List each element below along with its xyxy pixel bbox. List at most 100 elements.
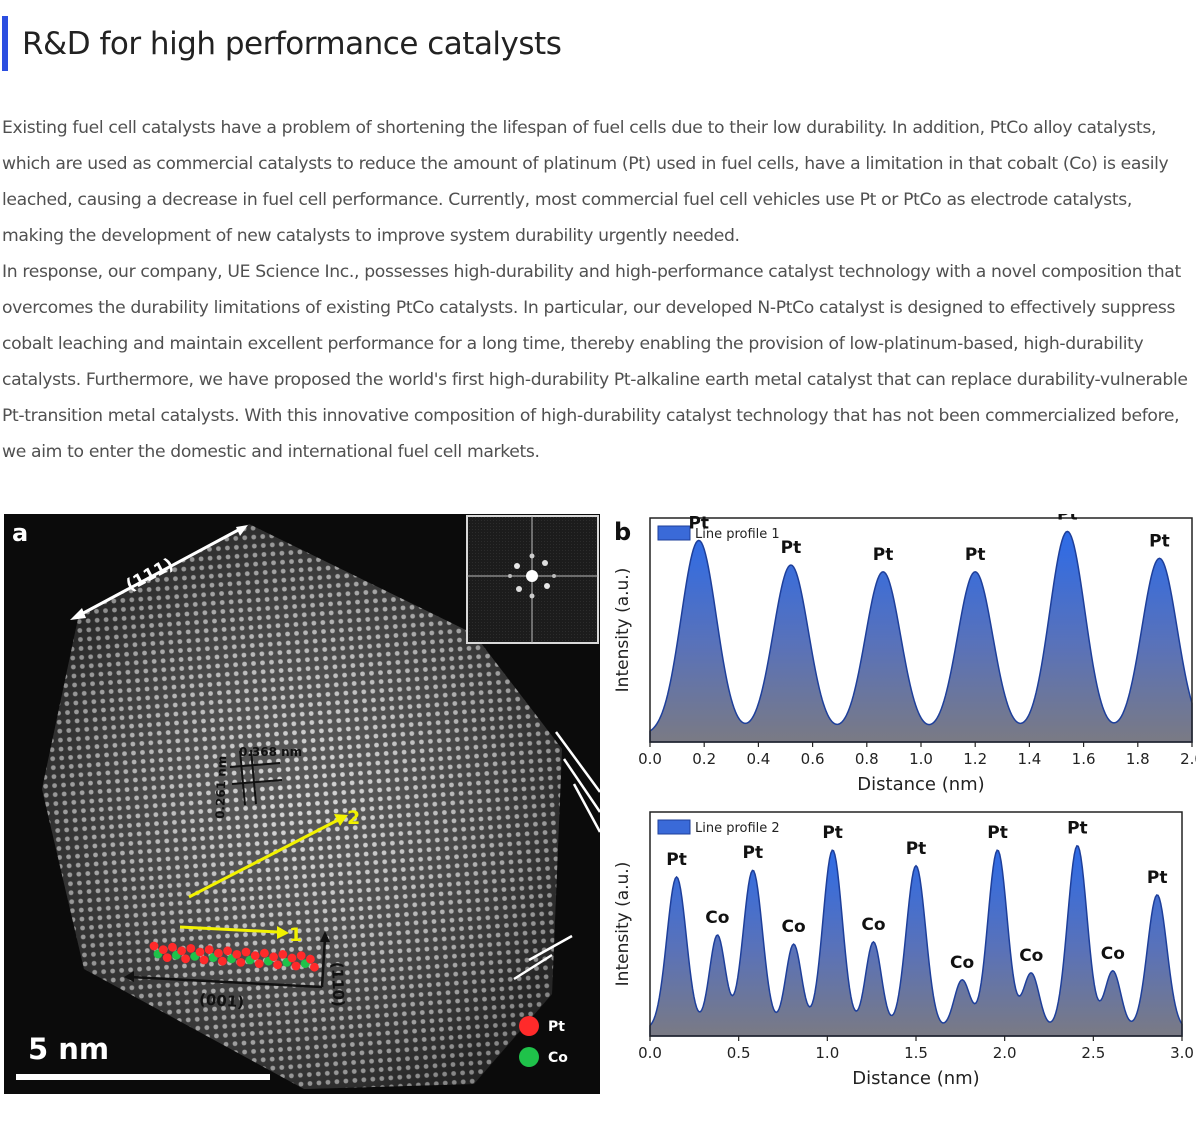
- body-text: Existing fuel cell catalysts have a prob…: [2, 110, 1198, 470]
- pt-atom: [306, 954, 315, 964]
- x-tick-label: 0.5: [727, 1044, 751, 1062]
- pt-atom: [273, 960, 282, 970]
- x-tick-label: 2.0: [1180, 750, 1196, 768]
- peak-label: Pt: [873, 545, 894, 565]
- fft-inset: [466, 515, 599, 644]
- pt-atom: [260, 948, 269, 958]
- peak-label: Pt: [1057, 514, 1078, 524]
- paragraph-2: In response, our company, UE Science Inc…: [2, 262, 1188, 462]
- legend-swatch: [657, 819, 691, 835]
- peak-label: Co: [782, 917, 806, 937]
- x-tick-label: 0.0: [638, 750, 662, 768]
- pt-atom: [223, 946, 233, 956]
- pt-atom: [218, 956, 227, 966]
- lattice-spacing-marker: [229, 749, 283, 806]
- spacing-vertical-label: 0.261 nm: [213, 755, 229, 819]
- peak-label: Pt: [1149, 531, 1170, 551]
- legend-pt-label: Pt: [548, 1019, 565, 1035]
- legend-pt-swatch: [519, 1016, 539, 1036]
- direction-001-arrow: [129, 975, 323, 989]
- pt-atom: [254, 959, 264, 968]
- peak-label: Pt: [987, 823, 1008, 843]
- pt-atom: [296, 951, 306, 960]
- peak-label: Pt: [822, 823, 843, 843]
- peak-label: Pt: [965, 545, 986, 565]
- pt-atom: [250, 951, 260, 960]
- spacing-horizontal-label: 0.368 nm: [239, 745, 302, 759]
- pt-atom: [177, 946, 187, 956]
- peak-label: Co: [1019, 946, 1043, 966]
- pt-atom: [149, 941, 159, 951]
- peak-label: Pt: [906, 839, 927, 859]
- peak-label: Pt: [743, 843, 764, 863]
- legend-swatch: [657, 525, 691, 541]
- paragraph-1: Existing fuel cell catalysts have a prob…: [2, 118, 1169, 246]
- line-profile-charts: b Line profile 1 0.0 0.2 0.4 0.6 0.8 1.0 1.2 1.4…: [613, 504, 1200, 1089]
- line-profile-1-chart: Line profile 1 0.0 0.2 0.4 0.6 0.8 1.0 1.2 1.4 1.…: [613, 504, 1200, 795]
- pt-atom: [241, 947, 251, 957]
- x-axis-label: Distance (nm): [857, 774, 984, 795]
- line-profile-1-arrow: [179, 925, 279, 934]
- scale-bar-label: 5 nm: [28, 1032, 109, 1066]
- profile-area: [649, 530, 1193, 743]
- direction-110-label: (110): [328, 962, 348, 1008]
- pt-atom: [168, 942, 177, 952]
- legend-label: Line profile 1: [695, 527, 780, 542]
- profile-area: [649, 844, 1183, 1037]
- heading-accent-bar: [2, 16, 8, 71]
- pt-atom: [232, 950, 242, 959]
- peak-label: Co: [861, 915, 885, 935]
- figure: a (111) 0.368 nm 0.261 nm 2 1: [4, 504, 1200, 1100]
- line-profile-panel: b Line profile 1 0.0 0.2 0.4 0.6 0.8 1.0 1.2 1.4…: [604, 504, 1200, 1100]
- arrow-1-label: 1: [289, 924, 302, 946]
- pt-atom: [269, 952, 278, 962]
- pt-atom: [199, 955, 209, 965]
- x-tick-label: 1.4: [1017, 750, 1041, 768]
- peak-label: Pt: [1147, 868, 1168, 888]
- x-tick-label: 2.5: [1081, 1044, 1105, 1062]
- scale-bar: [16, 1074, 270, 1080]
- pt-atom: [181, 954, 191, 964]
- arrow-2-label: 2: [347, 807, 360, 829]
- stem-image-panel: a (111) 0.368 nm 0.261 nm 2 1: [4, 514, 600, 1094]
- pt-atom: [287, 953, 297, 963]
- legend-label: Line profile 2: [695, 821, 780, 836]
- x-tick-label: 1.5: [904, 1044, 928, 1062]
- stem-image: a (111) 0.368 nm 0.261 nm 2 1: [4, 514, 600, 1094]
- pt-atom: [278, 950, 288, 959]
- atom-chain: [149, 941, 319, 972]
- direction-110-arrow: [320, 937, 327, 988]
- peak-label: Pt: [1067, 819, 1088, 839]
- x-tick-label: 0.8: [855, 750, 879, 768]
- x-tick-label: 2.0: [993, 1044, 1017, 1062]
- y-axis-label: Intensity (a.u.): [613, 862, 633, 987]
- pt-atom: [195, 947, 205, 957]
- section-heading: R&D for high performance catalysts: [2, 16, 562, 71]
- peak-label: Co: [705, 908, 729, 928]
- peak-label: Co: [950, 953, 974, 973]
- direction-111-arrow: [75, 526, 243, 619]
- x-tick-label: 0.4: [746, 750, 770, 768]
- x-tick-label: 1.6: [1072, 750, 1096, 768]
- peak-label: Pt: [781, 538, 802, 558]
- peak-label: Pt: [688, 514, 709, 533]
- pt-atom: [214, 948, 223, 958]
- line-profile-2-chart: Line profile 2 0.0 0.5 1.0 1.5 2.0 2.5 3.0 Dista…: [613, 811, 1194, 1089]
- pt-atom: [291, 961, 301, 971]
- direction-001-label: (001): [199, 990, 245, 1011]
- peak-label: Pt: [666, 850, 687, 870]
- x-tick-label: 0.2: [692, 750, 716, 768]
- x-tick-label: 1.8: [1126, 750, 1150, 768]
- x-tick-label: 1.0: [909, 750, 933, 768]
- panel-b-label: b: [614, 518, 631, 546]
- pt-atom: [158, 945, 168, 954]
- x-tick-label: 0.0: [638, 1044, 662, 1062]
- legend-co-swatch: [519, 1047, 539, 1067]
- edge-arrows: [513, 731, 600, 981]
- panel-a-label: a: [12, 519, 28, 547]
- x-tick-label: 1.2: [963, 750, 987, 768]
- y-axis-label: Intensity (a.u.): [613, 568, 633, 693]
- pt-atom: [310, 962, 319, 972]
- line-profile-2-arrow: [188, 818, 339, 899]
- x-tick-label: 0.6: [801, 750, 825, 768]
